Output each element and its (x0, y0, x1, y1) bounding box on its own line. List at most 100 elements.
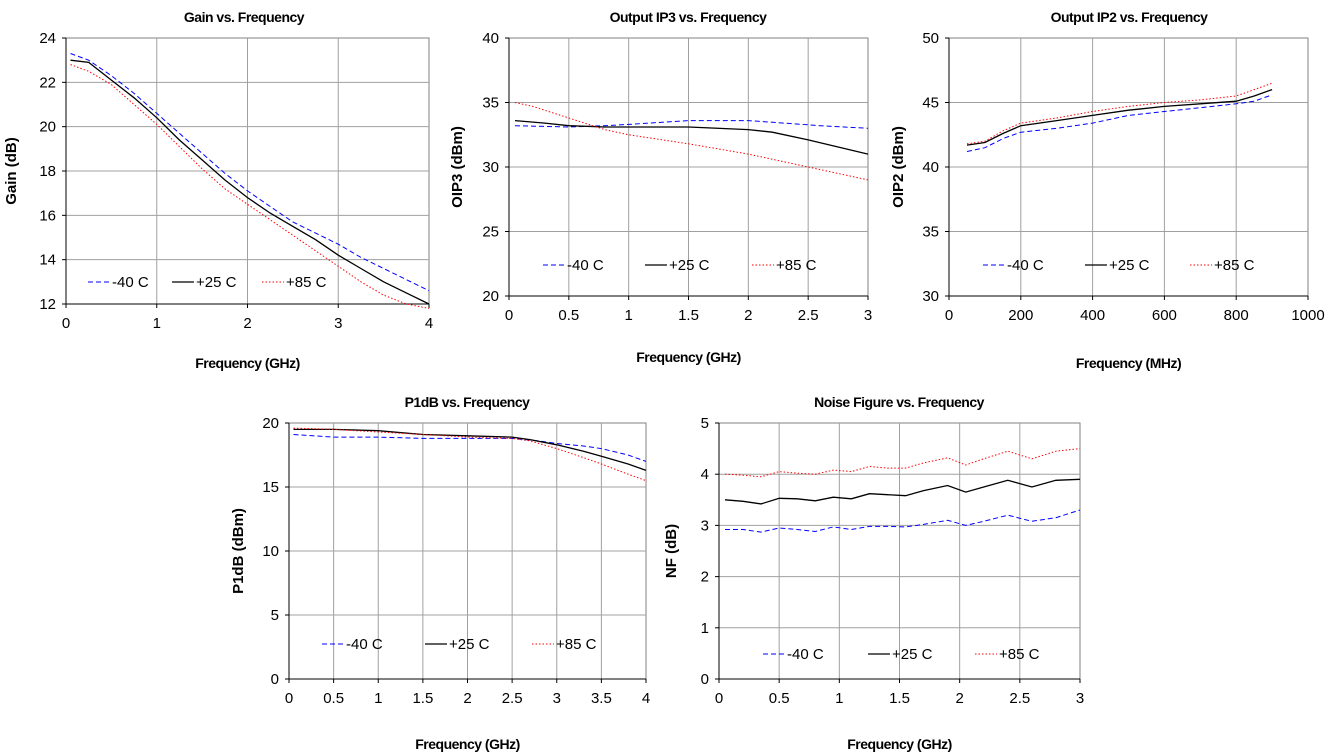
y-tick-label: 40 (482, 30, 499, 47)
series-line-25c (293, 428, 647, 472)
x-tick-label: 600 (1152, 307, 1177, 324)
series-line-25c (514, 119, 869, 155)
x-tick-label: 0.5 (558, 307, 579, 324)
x-tick-label: 0 (285, 690, 293, 707)
x-tick-label: 2.5 (1009, 690, 1030, 707)
y-tick-label: 35 (922, 224, 939, 241)
legend-label: +25 C (196, 274, 237, 291)
x-tick-label: 1 (624, 307, 632, 324)
x-tick-label: 3 (553, 690, 561, 707)
y-tick-label: 35 (482, 95, 499, 112)
legend-label: -40 C (567, 257, 604, 274)
chart-nf: 0 0.5 1 1.5 2 2.5 3 0 1 2 3 4 5 -40 C +25 C +85 C Noise … (663, 394, 1084, 752)
series-line-85c (514, 102, 869, 181)
x-tick-label: 200 (1008, 307, 1033, 324)
legend-label: +25 C (449, 636, 490, 653)
x-tick-label: 3 (1076, 690, 1084, 707)
legend-label: +25 C (892, 646, 933, 663)
x-tick-label: 1 (374, 690, 382, 707)
y-tick-label: 40 (922, 159, 939, 176)
x-tick-label: 1.5 (678, 307, 699, 324)
x-tick-label: 0.5 (769, 690, 790, 707)
y-tick-label: 4 (701, 466, 709, 483)
y-tick-label: 10 (262, 543, 279, 560)
x-tick-label: 400 (1080, 307, 1105, 324)
x-tick-label: 3 (864, 307, 872, 324)
legend-label: +85 C (999, 646, 1040, 663)
y-tick-label: 12 (39, 296, 56, 313)
y-tick-label: 20 (482, 288, 499, 305)
series-line-40c (725, 509, 1081, 533)
series-line-25c (724, 478, 1081, 505)
y-tick-label: 3 (701, 517, 709, 534)
series-line-85c (293, 427, 647, 482)
y-tick-label: 14 (39, 252, 56, 269)
x-tick-label: 0 (715, 690, 723, 707)
y-axis-label: OIP2 (dBm) (890, 126, 907, 208)
legend-label: +85 C (1214, 257, 1255, 274)
legend-label: +25 C (669, 257, 710, 274)
x-tick-label: 1 (835, 690, 843, 707)
y-tick-label: 5 (271, 607, 279, 624)
series-line-25c (966, 88, 1273, 146)
y-tick-label: 25 (482, 224, 499, 241)
x-axis-label: Frequency (MHz) (1076, 355, 1181, 371)
legend-label: -40 C (1007, 257, 1044, 274)
y-tick-label: 16 (39, 207, 56, 224)
series-line-40c (293, 434, 647, 462)
y-tick-label: 20 (262, 415, 279, 432)
x-tick-label: 2 (463, 690, 471, 707)
x-tick-label: 2 (243, 315, 251, 332)
x-tick-label: 0 (505, 307, 513, 324)
x-tick-label: 2.5 (502, 690, 523, 707)
chart-title: Noise Figure vs. Frequency (814, 394, 985, 410)
y-tick-label: 22 (39, 74, 56, 91)
series-line-40c (966, 94, 1273, 152)
y-axis-label: OIP3 (dBm) (449, 126, 466, 208)
x-tick-label: 2.5 (798, 307, 819, 324)
series-line-25c (70, 59, 430, 305)
x-tick-label: 800 (1224, 307, 1249, 324)
y-tick-label: 20 (39, 119, 56, 136)
y-tick-label: 5 (701, 415, 709, 432)
y-tick-label: 2 (701, 569, 709, 586)
y-tick-label: 0 (701, 671, 709, 688)
x-tick-label: 1.5 (412, 690, 433, 707)
x-tick-label: 2 (744, 307, 752, 324)
x-axis-label: Frequency (GHz) (636, 349, 741, 365)
chart-oip2: 0 200 400 600 800 1000 30 35 40 45 50 -40 C +25 C +85… (890, 9, 1325, 371)
x-tick-label: 4 (425, 315, 433, 332)
x-tick-label: 1 (153, 315, 161, 332)
y-tick-label: 45 (922, 95, 939, 112)
legend-label: -40 C (112, 274, 149, 291)
legend-label: -40 C (787, 646, 824, 663)
y-tick-label: 1 (701, 620, 709, 637)
chart-p1db: 0 0.5 1 1.5 2 2.5 3 3.5 4 0 5 10 15 20 -40 C +25 C +85 C… (230, 394, 650, 752)
y-axis-label: NF (dB) (663, 524, 680, 578)
y-tick-label: 15 (262, 479, 279, 496)
x-tick-label: 1.5 (889, 690, 910, 707)
x-tick-label: 0 (945, 307, 953, 324)
legend-label: +85 C (556, 636, 597, 653)
legend-label: -40 C (346, 636, 383, 653)
x-tick-label: 3 (334, 315, 342, 332)
series-line-40c (70, 53, 430, 292)
chart-title: P1dB vs. Frequency (405, 394, 531, 410)
x-tick-label: 1000 (1291, 307, 1324, 324)
chart-title: Output IP2 vs. Frequency (1051, 9, 1209, 25)
chart-title: Output IP3 vs. Frequency (610, 9, 768, 25)
x-tick-label: 4 (642, 690, 650, 707)
y-tick-label: 30 (922, 288, 939, 305)
x-axis-label: Frequency (GHz) (195, 355, 300, 371)
legend-label: +85 C (776, 257, 817, 274)
series-line-85c (966, 82, 1273, 145)
x-tick-label: 3.5 (591, 690, 612, 707)
x-axis-label: Frequency (GHz) (847, 736, 952, 752)
chart-title: Gain vs. Frequency (184, 9, 305, 25)
chart-oip3: 0 0.5 1 1.5 2 2.5 3 20 25 30 35 40 -40 C +25 C +85 C Ou… (449, 9, 872, 365)
x-axis-label: Frequency (GHz) (415, 736, 520, 752)
y-tick-label: 30 (482, 159, 499, 176)
series-line-85c (724, 448, 1081, 478)
